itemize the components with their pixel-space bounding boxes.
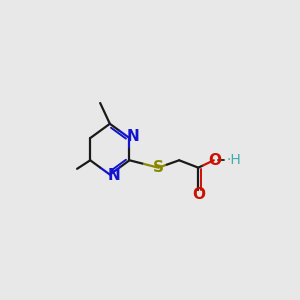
Text: ·H: ·H — [227, 153, 242, 167]
Text: O: O — [192, 187, 205, 202]
Text: N: N — [107, 168, 120, 183]
Text: N: N — [127, 129, 140, 144]
Text: S: S — [153, 160, 164, 175]
Text: O: O — [208, 153, 221, 168]
